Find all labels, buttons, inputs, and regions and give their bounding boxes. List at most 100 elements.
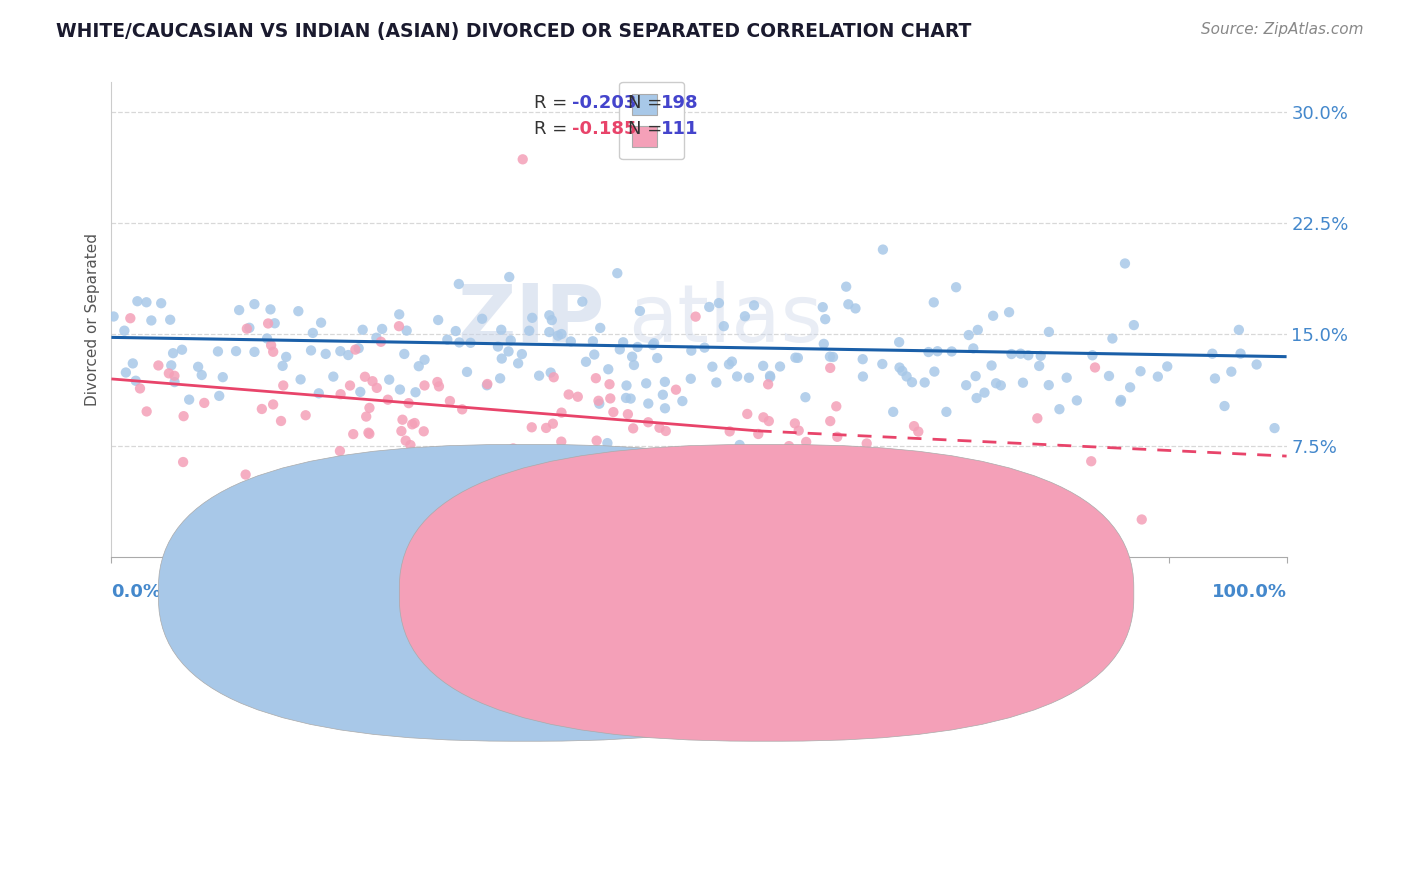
Point <box>259 302 281 317</box>
Point <box>825 400 848 414</box>
Point <box>354 409 377 424</box>
Point <box>922 295 945 310</box>
Point <box>1204 371 1226 385</box>
Point <box>207 344 229 359</box>
Point <box>115 366 138 380</box>
Point <box>125 374 148 388</box>
Point <box>941 344 963 359</box>
Point <box>693 341 716 355</box>
Point <box>852 369 875 384</box>
Point <box>626 340 648 354</box>
Point <box>872 357 894 371</box>
Point <box>583 347 606 361</box>
Point <box>359 426 381 441</box>
Point <box>211 370 233 384</box>
Point <box>228 303 250 318</box>
Point <box>752 410 775 425</box>
Point <box>614 391 637 405</box>
Point <box>391 413 413 427</box>
Point <box>582 334 605 349</box>
Point <box>617 407 640 421</box>
Point <box>550 326 572 341</box>
Point <box>225 344 247 359</box>
Point <box>329 344 352 359</box>
Point <box>427 313 450 327</box>
Point <box>256 331 278 345</box>
Point <box>813 337 835 351</box>
Text: 100.0%: 100.0% <box>1212 583 1286 601</box>
Point <box>759 368 782 383</box>
Point <box>602 405 624 419</box>
Text: -0.203: -0.203 <box>572 94 637 112</box>
Point <box>889 335 911 350</box>
Point <box>1264 421 1286 435</box>
Point <box>163 368 186 383</box>
Text: Source: ZipAtlas.com: Source: ZipAtlas.com <box>1201 22 1364 37</box>
Point <box>965 369 987 384</box>
Point <box>388 383 411 397</box>
Point <box>540 313 562 327</box>
Point <box>725 369 748 384</box>
Point <box>342 427 364 442</box>
Legend: , : , <box>620 82 685 160</box>
Point <box>315 347 337 361</box>
Point <box>903 419 925 434</box>
Point <box>243 297 266 311</box>
Point <box>522 310 544 325</box>
Point <box>129 381 152 395</box>
Text: N =: N = <box>628 120 668 137</box>
Point <box>135 295 157 310</box>
Point <box>955 378 977 392</box>
Point <box>294 409 316 423</box>
Point <box>395 434 418 448</box>
Point <box>413 472 436 486</box>
Point <box>148 359 170 373</box>
Point <box>756 377 779 392</box>
Point <box>127 294 149 309</box>
Point <box>924 466 946 480</box>
Point <box>120 311 142 326</box>
Point <box>449 335 471 350</box>
Point <box>447 277 470 291</box>
Point <box>984 376 1007 391</box>
Point <box>395 324 418 338</box>
Point <box>250 402 273 417</box>
Point <box>707 296 730 310</box>
Point <box>787 424 810 438</box>
Point <box>498 270 520 285</box>
Point <box>858 458 880 472</box>
Point <box>1084 360 1107 375</box>
Point <box>718 425 741 439</box>
Point <box>309 316 332 330</box>
FancyBboxPatch shape <box>159 444 893 741</box>
Point <box>1080 454 1102 468</box>
Point <box>778 439 800 453</box>
Point <box>401 417 423 432</box>
Point <box>339 378 361 392</box>
Point <box>654 375 676 389</box>
Point <box>821 475 844 489</box>
Point <box>665 383 688 397</box>
Point <box>825 430 848 444</box>
Point <box>769 359 792 374</box>
Point <box>1012 376 1035 390</box>
Point <box>882 508 904 523</box>
Point <box>329 387 352 401</box>
Point <box>301 326 323 340</box>
Point <box>598 362 620 376</box>
Point <box>818 360 841 375</box>
Point <box>1156 359 1178 374</box>
Point <box>112 324 135 338</box>
Point <box>588 397 610 411</box>
Point <box>401 449 423 463</box>
Point <box>599 392 621 406</box>
Point <box>308 386 330 401</box>
Point <box>1026 411 1049 425</box>
Point <box>747 427 769 442</box>
Point <box>835 279 858 293</box>
Point <box>1130 512 1153 526</box>
Point <box>917 345 939 359</box>
Point <box>413 378 436 392</box>
Point <box>889 360 911 375</box>
Point <box>271 359 294 373</box>
